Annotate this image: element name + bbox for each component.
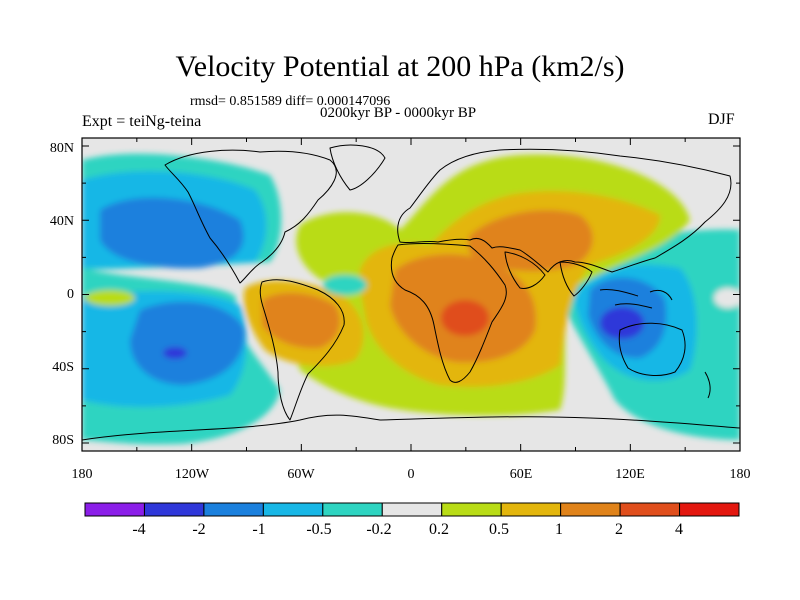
lat-label-40s: 40S bbox=[52, 360, 74, 375]
negative-core-south bbox=[130, 301, 245, 385]
negative-min-pacific bbox=[163, 347, 187, 359]
experiment-label: Expt = teiNg-teina bbox=[82, 113, 202, 130]
colorbar-label: 4 bbox=[675, 521, 683, 538]
lon-label-180e: 180 bbox=[729, 467, 751, 482]
coastline-south-america bbox=[259, 279, 345, 421]
positive-core-americas bbox=[262, 292, 340, 349]
coastline-arabia bbox=[504, 251, 546, 289]
colorbar-label: -4 bbox=[132, 521, 146, 538]
colorbar-box bbox=[381, 502, 443, 517]
lon-label-0: 0 bbox=[407, 467, 415, 482]
colorbar-box bbox=[441, 502, 502, 517]
coastline-eurasia bbox=[397, 148, 732, 273]
positive-max-africa bbox=[441, 300, 489, 336]
colorbar-box bbox=[84, 502, 145, 517]
axis-ticks bbox=[81, 138, 741, 451]
colorbar-box bbox=[619, 502, 681, 517]
coastline-australia bbox=[618, 322, 686, 376]
lat-label-40n: 40N bbox=[49, 214, 74, 229]
colorbar-box bbox=[679, 502, 740, 517]
negative-min-indopacific bbox=[600, 307, 644, 339]
coastlines bbox=[82, 144, 740, 441]
lon-label-60w: 60W bbox=[287, 467, 315, 482]
stats-label: rmsd= 0.851589 diff= 0.000147096 bbox=[190, 94, 391, 109]
colorbar-label: 2 bbox=[615, 521, 623, 538]
lon-label-120e: 120E bbox=[615, 467, 645, 482]
colorbar-label: -2 bbox=[192, 521, 206, 538]
positive-core-asia bbox=[467, 210, 593, 272]
coastline-africa bbox=[390, 242, 507, 383]
colorbar-box bbox=[203, 502, 264, 517]
coastline-greenland bbox=[329, 144, 386, 191]
colorbar-label: -0.5 bbox=[306, 521, 332, 538]
colorbar-label: -0.2 bbox=[366, 521, 392, 538]
figure-title: Velocity Potential at 200 hPa (km2/s) bbox=[175, 50, 625, 83]
colorbar-boxes bbox=[84, 502, 740, 517]
lat-label-eq: 0 bbox=[67, 287, 74, 302]
coastline-north-america bbox=[164, 149, 337, 284]
contour-field bbox=[82, 138, 740, 451]
coastline-new-zealand bbox=[704, 371, 711, 399]
period-label: 0200kyr BP - 0000kyr BP bbox=[320, 105, 477, 121]
colorbar-box bbox=[560, 502, 621, 517]
negative-patch-atlantic bbox=[323, 275, 367, 295]
colorbar-label: 0.2 bbox=[429, 521, 449, 538]
lon-label-180w: 180 bbox=[71, 467, 93, 482]
colorbar-box bbox=[322, 502, 383, 517]
colorbar-box bbox=[143, 502, 205, 517]
colorbar-box bbox=[262, 502, 324, 517]
colorbar-label: 1 bbox=[555, 521, 563, 538]
lat-label-80s: 80S bbox=[52, 433, 74, 448]
lat-label-80n: 80N bbox=[49, 141, 74, 156]
positive-patch-pacific bbox=[85, 290, 135, 306]
season-label: DJF bbox=[708, 111, 735, 128]
lon-label-120w: 120W bbox=[174, 467, 210, 482]
negative-core-north bbox=[100, 197, 244, 269]
coastline-india bbox=[559, 261, 593, 297]
coastline-antarctica bbox=[82, 414, 740, 441]
coastline-maritime-continent bbox=[599, 289, 673, 309]
colorbar-label: -1 bbox=[252, 521, 266, 538]
lon-label-60e: 60E bbox=[509, 467, 533, 482]
colorbar-label: 0.5 bbox=[489, 521, 509, 538]
colorbar-box bbox=[500, 502, 562, 517]
positive-patch-east bbox=[714, 288, 740, 308]
